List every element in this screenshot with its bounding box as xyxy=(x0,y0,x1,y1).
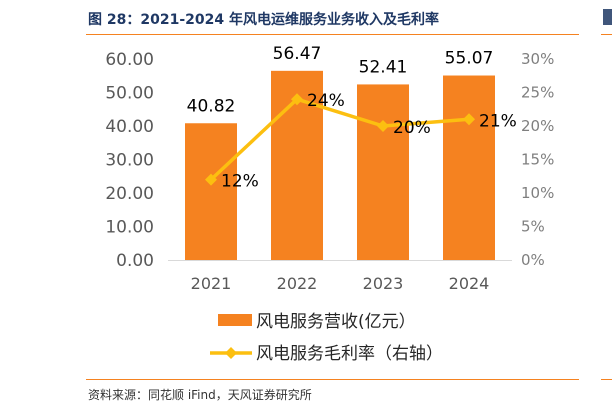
adjacent-figure-title-fragment xyxy=(603,9,612,25)
adjacent-figure-divider xyxy=(601,34,612,35)
legend-swatch-revenue xyxy=(218,314,252,326)
y-left-tick-label: 40.00 xyxy=(105,117,154,137)
bar-value-label: 56.47 xyxy=(273,44,322,64)
y-left-tick-label: 0.00 xyxy=(116,251,154,271)
margin-point-2023 xyxy=(377,120,389,132)
legend-label-revenue: 风电服务营收(亿元） xyxy=(256,312,416,332)
y-right-tick-label: 20% xyxy=(521,117,554,135)
legend-label-margin: 风电服务毛利率（右轴） xyxy=(256,344,443,364)
bar-revenue-2024 xyxy=(443,75,495,260)
y-left-tick-label: 20.00 xyxy=(105,184,154,204)
y-left-tick-label: 10.00 xyxy=(105,218,154,238)
y-right-tick-label: 25% xyxy=(521,84,554,102)
title-divider xyxy=(86,34,579,35)
adjacent-source-divider xyxy=(601,379,612,380)
bar-value-label: 52.41 xyxy=(359,57,408,77)
source-divider xyxy=(86,379,579,380)
margin-point-2021 xyxy=(205,173,217,186)
x-tick-label: 2023 xyxy=(363,274,404,293)
y-left-tick-label: 50.00 xyxy=(105,84,154,104)
y-right-tick-label: 30% xyxy=(521,50,554,68)
margin-value-label: 21% xyxy=(479,111,517,131)
margin-value-label: 24% xyxy=(307,91,345,111)
margin-point-2024 xyxy=(463,113,475,126)
y-right-tick-label: 10% xyxy=(521,184,554,202)
bar-value-label: 40.82 xyxy=(187,96,236,116)
margin-line-series xyxy=(209,97,470,181)
bar-value-label: 55.07 xyxy=(445,49,494,69)
y-left-tick-label: 30.00 xyxy=(105,151,154,171)
y-right-tick-label: 5% xyxy=(521,218,545,236)
margin-value-label: 20% xyxy=(393,118,431,138)
x-tick-label: 2024 xyxy=(449,274,490,293)
figure-title: 图 28：2021-2024 年风电运维服务业务收入及毛利率 xyxy=(88,12,439,28)
bar-revenue-2023 xyxy=(357,84,409,260)
y-right-tick-label: 0% xyxy=(521,251,545,269)
source-note: 资料来源：同花顺 iFind，天风证券研究所 xyxy=(88,388,312,402)
x-tick-label: 2021 xyxy=(191,274,232,293)
y-right-tick-label: 15% xyxy=(521,151,554,169)
y-left-tick-label: 60.00 xyxy=(105,50,154,70)
legend-swatch-margin-marker xyxy=(225,347,237,359)
margin-point-2022 xyxy=(291,93,303,106)
x-tick-label: 2022 xyxy=(277,274,318,293)
margin-value-label: 12% xyxy=(221,172,259,192)
bar-revenue-2021 xyxy=(185,123,237,261)
